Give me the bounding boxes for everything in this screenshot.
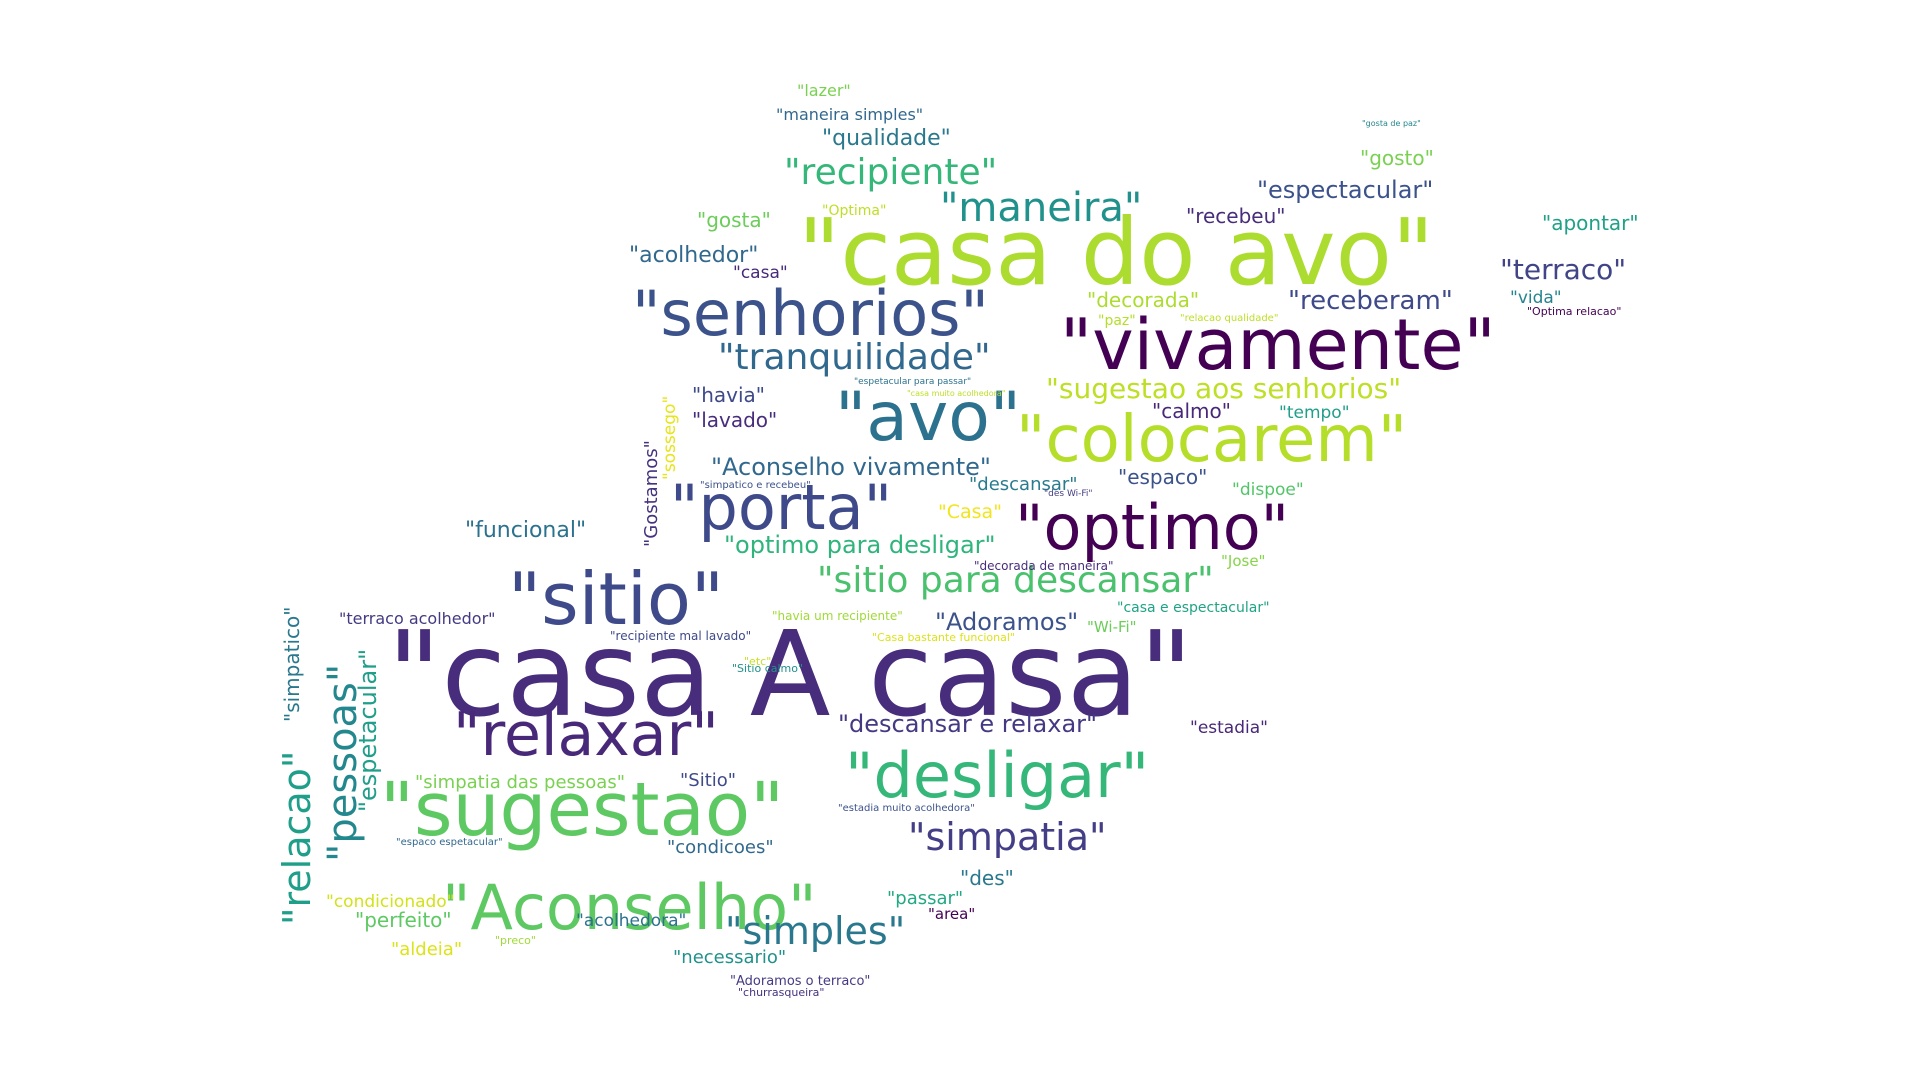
cloud-word: "recipiente" <box>784 152 998 193</box>
cloud-word: "perfeito" <box>355 908 452 932</box>
cloud-word: "sitio para descansar" <box>817 560 1214 601</box>
cloud-word: "Adoramos o terraco" <box>730 974 871 989</box>
cloud-word: "necessario" <box>673 947 787 968</box>
cloud-word: "decorada de maneira" <box>974 559 1114 573</box>
cloud-word: "espaco espetacular" <box>396 837 503 848</box>
cloud-word: "terraco" <box>1500 253 1627 286</box>
cloud-word: "relacao qualidade" <box>1180 313 1279 324</box>
cloud-word: "relaxar" <box>453 700 719 770</box>
cloud-word: "acolhedora" <box>576 911 687 931</box>
cloud-word: "lavado" <box>692 408 778 432</box>
cloud-word: "dispoe" <box>1232 480 1304 500</box>
cloud-word: "aldeia" <box>391 939 463 960</box>
cloud-word: "simples" <box>725 909 906 953</box>
cloud-word: "casa" <box>733 263 788 283</box>
cloud-word: "maneira simples" <box>776 105 924 124</box>
cloud-word: "Gostamos" <box>641 440 662 547</box>
cloud-word: "des" <box>960 866 1014 890</box>
cloud-word: "porta" <box>670 471 893 544</box>
cloud-word: "recipiente mal lavado" <box>610 629 752 643</box>
cloud-word: "condicionado" <box>326 892 455 912</box>
cloud-word: "gosta" <box>697 208 771 232</box>
cloud-word: "des Wi-Fi" <box>1044 489 1093 499</box>
cloud-word: "recebeu" <box>1186 204 1286 228</box>
cloud-word: "simpatia" <box>908 815 1107 859</box>
cloud-word: "espaco" <box>1118 465 1208 489</box>
cloud-word: "casa A casa" <box>387 605 1194 743</box>
cloud-word: "simpatia das pessoas" <box>415 772 625 793</box>
cloud-word: "Aconselho" <box>442 871 817 944</box>
cloud-word: "sugestao aos senhorios" <box>1046 372 1402 405</box>
cloud-word: "simpatico" <box>280 606 304 722</box>
cloud-word: "etc" <box>744 655 772 668</box>
cloud-word: "Casa" <box>938 501 1002 523</box>
cloud-word: "descansar" <box>969 474 1078 495</box>
cloud-word: "espectacular" <box>1257 176 1434 204</box>
cloud-word: "passar" <box>887 888 964 909</box>
cloud-word: "sugestao" <box>380 767 785 853</box>
cloud-word: "casa e espectacular" <box>1117 600 1270 616</box>
cloud-word: "espetacular" <box>354 648 382 812</box>
cloud-word: "descansar e relaxar" <box>838 710 1098 738</box>
cloud-word: "Adoramos" <box>935 608 1079 636</box>
cloud-word: "Optima" <box>822 203 887 219</box>
cloud-word: "condicoes" <box>667 837 774 858</box>
cloud-word: "terraco acolhedor" <box>339 609 496 628</box>
cloud-word: "estadia" <box>1190 718 1268 738</box>
cloud-word: "havia" <box>692 383 765 407</box>
cloud-word: "casa do avo" <box>798 199 1435 306</box>
cloud-word: "Sitio" <box>680 770 737 791</box>
cloud-word: "apontar" <box>1542 211 1639 235</box>
cloud-word: "relacao" <box>275 750 319 925</box>
cloud-word: "optimo para desligar" <box>724 531 996 559</box>
cloud-word: "lazer" <box>797 81 851 100</box>
cloud-word: "espetacular para passar" <box>854 377 972 387</box>
cloud-word: "churrasqueira" <box>738 986 825 999</box>
cloud-word: "Casa bastante funcional" <box>872 631 1015 644</box>
cloud-word: "Jose" <box>1221 552 1266 570</box>
cloud-word: "casa muito acolhedora" <box>907 389 1006 398</box>
cloud-word: "simpatico e recebeu" <box>700 480 811 491</box>
cloud-word: "tempo" <box>1279 403 1350 423</box>
cloud-word: "vida" <box>1510 288 1562 308</box>
cloud-word: "Sitio calmo" <box>732 662 804 675</box>
cloud-word: "colocarem" <box>1016 403 1408 477</box>
cloud-word: "sitio" <box>508 557 725 641</box>
cloud-word: "Optima relacao" <box>1527 305 1622 318</box>
cloud-word: "qualidade" <box>822 126 951 151</box>
cloud-word: "preco" <box>495 934 536 947</box>
cloud-word: "estadia muito acolhedora" <box>838 803 975 814</box>
cloud-word: "maneira" <box>940 185 1143 231</box>
cloud-word: "Aconselho vivamente" <box>711 453 991 481</box>
cloud-word: "Wi-Fi" <box>1087 618 1137 636</box>
cloud-word: "havia um recipiente" <box>772 609 903 623</box>
cloud-word: "receberam" <box>1288 286 1453 316</box>
cloud-word: "vivamente" <box>1060 304 1496 386</box>
cloud-word: "calmo" <box>1152 399 1231 423</box>
cloud-word: "tranquilidade" <box>718 337 991 378</box>
cloud-word: "decorada" <box>1087 288 1200 312</box>
cloud-word: "area" <box>928 905 976 923</box>
cloud-word: "funcional" <box>465 518 587 543</box>
cloud-word: "optimo" <box>1015 491 1290 564</box>
cloud-word: "acolhedor" <box>629 243 759 268</box>
cloud-word: "sossego" <box>660 395 680 480</box>
cloud-word: "senhorios" <box>632 277 989 350</box>
cloud-word: "gosta de paz" <box>1362 119 1421 128</box>
cloud-word: "desligar" <box>845 739 1150 812</box>
cloud-word: "avo" <box>835 378 1022 457</box>
cloud-word: "paz" <box>1098 313 1136 329</box>
cloud-word: "gosto" <box>1360 146 1434 170</box>
